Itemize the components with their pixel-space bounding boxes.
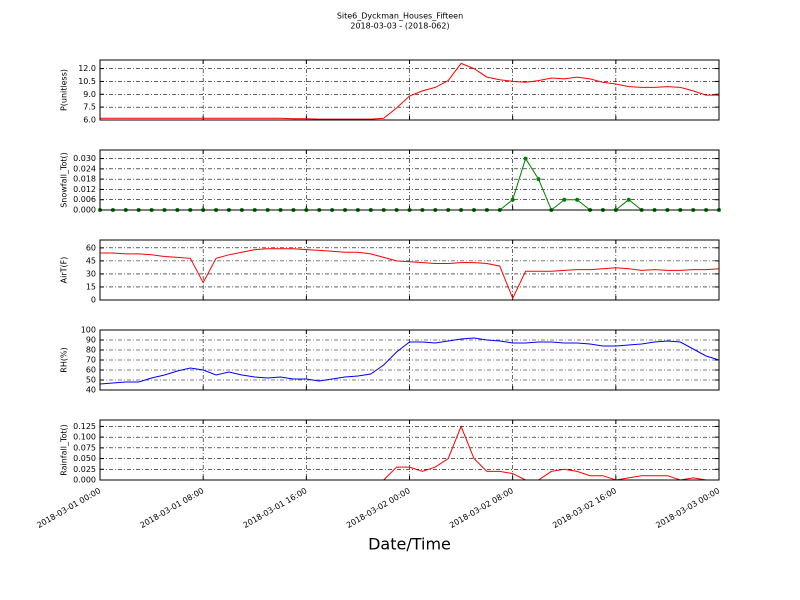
y-tick-label: 60 — [86, 243, 96, 252]
y-tick-label: 15 — [86, 282, 96, 291]
y-tick-label: 7.5 — [83, 103, 96, 112]
plot-frame — [99, 59, 720, 121]
y-axis-label: Rainfall_Tot() — [60, 424, 69, 476]
data-line — [100, 248, 720, 300]
y-tick-label: 0.100 — [73, 433, 96, 442]
y-tick-label: 0.000 — [73, 206, 96, 215]
data-point — [510, 197, 515, 202]
y-tick-label: 60 — [86, 366, 96, 375]
plot-frame — [99, 239, 720, 301]
y-tick-label: 90 — [86, 336, 96, 345]
data-point — [575, 197, 580, 202]
y-axis-label: P(unitless) — [60, 69, 69, 111]
data-point — [626, 197, 631, 202]
y-tick-label: 0.030 — [73, 154, 96, 163]
y-tick-label: 0.025 — [73, 465, 96, 474]
chart-subtitle: 2018-03-03 - (2018-062) — [350, 22, 449, 31]
data-line — [99, 337, 720, 385]
y-tick-label: 0.000 — [73, 476, 96, 485]
data-point — [536, 177, 541, 182]
y-tick-label: 12.0 — [78, 64, 96, 73]
y-tick-label: 70 — [86, 356, 96, 365]
y-tick-label: 0.006 — [73, 195, 96, 204]
y-tick-label: 30 — [86, 269, 96, 278]
y-tick-label: 0.018 — [73, 175, 96, 184]
data-point — [523, 156, 528, 161]
y-tick-label: 50 — [86, 376, 96, 385]
y-axis-label: AirT(F) — [60, 257, 69, 284]
plot-frame — [99, 329, 720, 391]
y-tick-label: 9.0 — [83, 90, 96, 99]
chart-title: Site6_Dyckman_Houses_Fifteen — [337, 12, 463, 21]
x-axis-label: Date/Time — [368, 535, 451, 554]
y-axis-label: RH(%) — [60, 347, 69, 372]
y-tick-label: 45 — [86, 256, 96, 265]
plot-frame — [99, 419, 720, 481]
plot-frame — [99, 149, 720, 211]
y-tick-label: 6.0 — [83, 116, 96, 125]
y-axis-label: Snowfall_Tot() — [60, 152, 69, 208]
y-tick-label: 0.012 — [73, 185, 96, 194]
y-tick-label: 0.024 — [73, 164, 96, 173]
y-tick-label: 0.050 — [73, 454, 96, 463]
y-tick-label: 0 — [91, 296, 96, 305]
data-point — [562, 197, 567, 202]
data-line — [100, 62, 719, 120]
y-tick-label: 100 — [81, 326, 96, 335]
y-tick-label: 80 — [86, 346, 96, 355]
y-tick-label: 10.5 — [78, 77, 96, 86]
y-tick-label: 0.125 — [73, 422, 96, 431]
y-tick-label: 40 — [86, 386, 96, 395]
y-tick-label: 0.075 — [73, 443, 96, 452]
